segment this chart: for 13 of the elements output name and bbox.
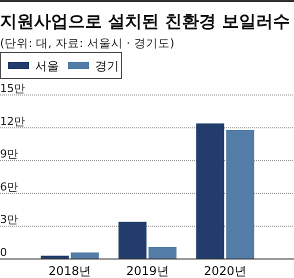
legend-label: 경기: [95, 59, 119, 73]
y-tick-label: 6만: [0, 180, 18, 194]
x-tick-label: 2019년: [126, 264, 169, 278]
y-tick-label: 12만: [0, 114, 25, 128]
legend-label: 서울: [35, 59, 59, 73]
x-tick-label: 2020년: [204, 264, 246, 278]
x-tick-label: 2018년: [48, 264, 92, 278]
chart-title: 지원사업으로 설치된 친환경 보일러수: [0, 12, 290, 32]
y-tick-label: 9만: [0, 148, 18, 161]
y-tick-label: 0: [0, 246, 7, 259]
chart-subtitle: (단위: 대, 자료: 서울시 · 경기도): [0, 36, 174, 50]
y-tick-label: 15만: [0, 82, 25, 95]
y-tick-label: 3만: [0, 213, 18, 226]
